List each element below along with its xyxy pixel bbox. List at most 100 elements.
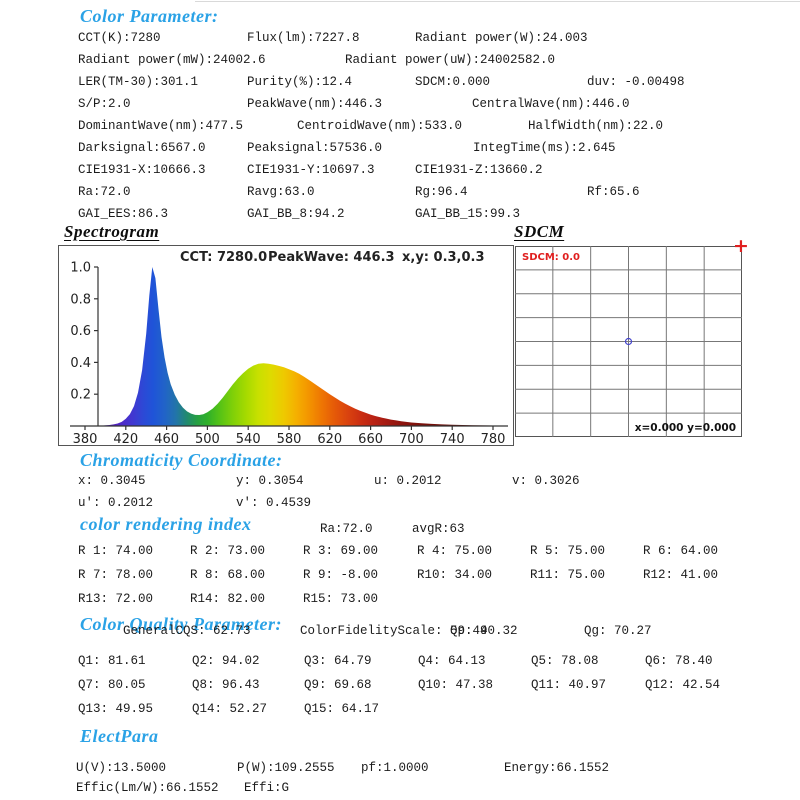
chromaticity-point bbox=[624, 337, 633, 346]
sdcm-value-label: SDCM: 0.0 bbox=[522, 252, 580, 263]
param-text: Q11: 40.97 bbox=[531, 678, 607, 692]
param-text: duv: -0.00498 bbox=[587, 75, 685, 89]
param-text: u: 0.2012 bbox=[374, 474, 442, 488]
param-text: Effi:G bbox=[244, 781, 290, 795]
param-text: PeakWave(nm):446.3 bbox=[247, 97, 383, 111]
param-text: CIE1931-Y:10697.3 bbox=[247, 163, 375, 177]
param-text: R11: 75.00 bbox=[530, 568, 606, 582]
param-text: avgR:63 bbox=[412, 522, 465, 536]
param-text: Rg:96.4 bbox=[415, 185, 468, 199]
param-text: Q3: 64.79 bbox=[304, 654, 372, 668]
param-text: SDCM:0.000 bbox=[415, 75, 491, 89]
param-text: Ra:72.0 bbox=[78, 185, 131, 199]
param-text: CIE1931-Z:13660.2 bbox=[415, 163, 543, 177]
param-text: R 7: 78.00 bbox=[78, 568, 154, 582]
param-text: CIE1931-X:10666.3 bbox=[78, 163, 206, 177]
param-text: IntegTime(ms):2.645 bbox=[473, 141, 616, 155]
x-tick-label: 700 bbox=[399, 432, 424, 446]
param-text: Radiant power(mW):24002.6 bbox=[78, 53, 266, 67]
param-text: Purity(%):12.4 bbox=[247, 75, 353, 89]
section-title-sdcm: SDCM bbox=[514, 222, 565, 241]
param-text: R12: 41.00 bbox=[643, 568, 719, 582]
x-tick-label: 580 bbox=[277, 432, 302, 446]
y-tick-label: 0.4 bbox=[70, 356, 91, 371]
param-text: CentroidWave(nm):533.0 bbox=[297, 119, 463, 133]
param-text: Ravg:63.0 bbox=[247, 185, 315, 199]
param-text: GeneralCQS: 62.73 bbox=[123, 624, 251, 638]
x-tick-label: 780 bbox=[481, 432, 506, 446]
param-text: Q5: 78.08 bbox=[531, 654, 599, 668]
param-text: CCT(K):7280 bbox=[78, 31, 161, 45]
param-text: GAI_BB_15:99.3 bbox=[415, 207, 521, 221]
param-text: Q12: 42.54 bbox=[645, 678, 721, 692]
x-tick-label: 540 bbox=[236, 432, 261, 446]
param-text: P(W):109.2555 bbox=[237, 761, 335, 775]
param-text: U(V):13.5000 bbox=[76, 761, 167, 775]
sdcm-chart: SDCM: 0.0 x=0.000 y=0.000 bbox=[515, 246, 742, 442]
sdcm-svg: SDCM: 0.0 x=0.000 y=0.000 bbox=[515, 246, 742, 437]
param-text: R10: 34.00 bbox=[417, 568, 493, 582]
param-text: Q8: 96.43 bbox=[192, 678, 260, 692]
param-text: Q1: 81.61 bbox=[78, 654, 146, 668]
param-text: Qp: 90.32 bbox=[450, 624, 518, 638]
param-text: R13: 72.00 bbox=[78, 592, 154, 606]
chart-annotation: CCT: 7280.0 bbox=[180, 250, 267, 265]
param-text: Peaksignal:57536.0 bbox=[247, 141, 383, 155]
param-text: Ra:72.0 bbox=[320, 522, 373, 536]
section-title-cri: color rendering index bbox=[80, 514, 252, 534]
param-text: Effic(Lm/W):66.1552 bbox=[76, 781, 219, 795]
param-text: u': 0.2012 bbox=[78, 496, 154, 510]
param-text: pf:1.0000 bbox=[361, 761, 429, 775]
param-text: Q13: 49.95 bbox=[78, 702, 154, 716]
x-tick-label: 740 bbox=[440, 432, 465, 446]
param-text: Q7: 80.05 bbox=[78, 678, 146, 692]
param-text: Qg: 70.27 bbox=[584, 624, 652, 638]
x-tick-label: 660 bbox=[358, 432, 383, 446]
x-tick-label: 420 bbox=[113, 432, 138, 446]
y-tick-label: 0.2 bbox=[70, 388, 91, 403]
param-text: GAI_BB_8:94.2 bbox=[247, 207, 345, 221]
param-text: ColorFidelityScale: 59.44 bbox=[300, 624, 488, 638]
sdcm-xy-label: x=0.000 y=0.000 bbox=[635, 422, 736, 434]
spectrum-curve bbox=[85, 267, 493, 426]
y-tick-label: 0.8 bbox=[70, 292, 91, 307]
param-text: R15: 73.00 bbox=[303, 592, 379, 606]
section-title-electpara: ElectPara bbox=[80, 726, 159, 746]
param-text: Flux(lm):7227.8 bbox=[247, 31, 360, 45]
x-tick-label: 620 bbox=[317, 432, 342, 446]
section-title-color-parameter: Color Parameter: bbox=[80, 6, 219, 26]
param-text: LER(TM-30):301.1 bbox=[78, 75, 199, 89]
param-text: Rf:65.6 bbox=[587, 185, 640, 199]
param-text: CentralWave(nm):446.0 bbox=[472, 97, 630, 111]
section-title-spectrogram: Spectrogram bbox=[64, 222, 160, 241]
param-text: Darksignal:6567.0 bbox=[78, 141, 206, 155]
param-text: Q10: 47.38 bbox=[418, 678, 494, 692]
param-text: v': 0.4539 bbox=[236, 496, 312, 510]
x-tick-label: 500 bbox=[195, 432, 220, 446]
param-text: Q2: 94.02 bbox=[192, 654, 260, 668]
param-text: R 4: 75.00 bbox=[417, 544, 493, 558]
param-text: R 9: -8.00 bbox=[303, 568, 379, 582]
param-text: Radiant power(W):24.003 bbox=[415, 31, 588, 45]
x-tick-label: 380 bbox=[73, 432, 98, 446]
param-text: R 1: 74.00 bbox=[78, 544, 154, 558]
param-text: R 3: 69.00 bbox=[303, 544, 379, 558]
param-text: Q9: 69.68 bbox=[304, 678, 372, 692]
param-text: R14: 82.00 bbox=[190, 592, 266, 606]
param-text: S/P:2.0 bbox=[78, 97, 131, 111]
param-text: Q6: 78.40 bbox=[645, 654, 713, 668]
param-text: Q14: 52.27 bbox=[192, 702, 268, 716]
chart-annotation: PeakWave: 446.3 bbox=[268, 250, 395, 265]
chart-annotation: x,y: 0.3,0.3 bbox=[402, 250, 485, 265]
param-text: R 6: 64.00 bbox=[643, 544, 719, 558]
param-text: DominantWave(nm):477.5 bbox=[78, 119, 244, 133]
x-tick-label: 460 bbox=[154, 432, 179, 446]
param-text: Radiant power(uW):24002582.0 bbox=[345, 53, 556, 67]
section-title-cqs: Color Quality Parameter: bbox=[80, 614, 282, 634]
top-divider bbox=[195, 1, 800, 2]
y-tick-label: 0.6 bbox=[70, 324, 91, 339]
param-text: y: 0.3054 bbox=[236, 474, 304, 488]
param-text: v: 0.3026 bbox=[512, 474, 580, 488]
param-text: x: 0.3045 bbox=[78, 474, 146, 488]
